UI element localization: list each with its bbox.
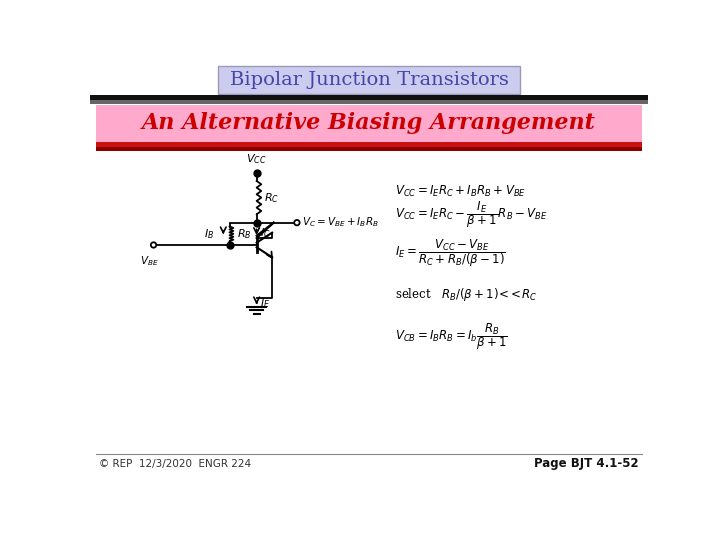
- Text: $V_{CC}$: $V_{CC}$: [246, 152, 267, 166]
- Text: $V_{CC} = I_E R_C + I_B R_B + V_{BE}$: $V_{CC} = I_E R_C + I_B R_B + V_{BE}$: [395, 184, 526, 199]
- Bar: [96, 142, 642, 147]
- Text: Page BJT 4.1-52: Page BJT 4.1-52: [534, 457, 639, 470]
- Text: $V_{BE}$: $V_{BE}$: [140, 254, 159, 268]
- Bar: [96, 105, 642, 142]
- Text: $R_C$: $R_C$: [264, 191, 279, 205]
- Bar: [218, 66, 520, 94]
- Bar: [90, 100, 648, 104]
- Bar: [90, 95, 648, 100]
- Text: $R_B$: $R_B$: [238, 227, 252, 241]
- Text: An Alternative Biasing Arrangement: An Alternative Biasing Arrangement: [142, 112, 596, 134]
- Text: $I_B$: $I_B$: [204, 227, 214, 241]
- Text: $V_C = V_{BE} + I_B R_B$: $V_C = V_{BE} + I_B R_B$: [302, 215, 379, 229]
- Text: select   $R_B/(\beta+1)\!<\!<\!R_C$: select $R_B/(\beta+1)\!<\!<\!R_C$: [395, 286, 536, 303]
- Text: $I_E$: $I_E$: [260, 296, 270, 310]
- Text: $V_{CB} = I_B R_B = I_b \dfrac{R_B}{\beta+1}$: $V_{CB} = I_B R_B = I_b \dfrac{R_B}{\bet…: [395, 321, 508, 352]
- Text: © REP  12/3/2020  ENGR 224: © REP 12/3/2020 ENGR 224: [99, 458, 251, 469]
- Circle shape: [294, 220, 300, 225]
- Circle shape: [150, 242, 156, 248]
- Text: $I_E = \dfrac{V_{CC} - V_{BE}}{R_C + R_B/(\beta-1)}$: $I_E = \dfrac{V_{CC} - V_{BE}}{R_C + R_B…: [395, 238, 505, 269]
- Text: $I_C$: $I_C$: [260, 227, 271, 240]
- Text: $V_{CC} = I_E R_C - \dfrac{I_E}{\beta+1} R_B - V_{BE}$: $V_{CC} = I_E R_C - \dfrac{I_E}{\beta+1}…: [395, 199, 547, 230]
- Text: Bipolar Junction Transistors: Bipolar Junction Transistors: [230, 71, 508, 89]
- Bar: [96, 147, 642, 151]
